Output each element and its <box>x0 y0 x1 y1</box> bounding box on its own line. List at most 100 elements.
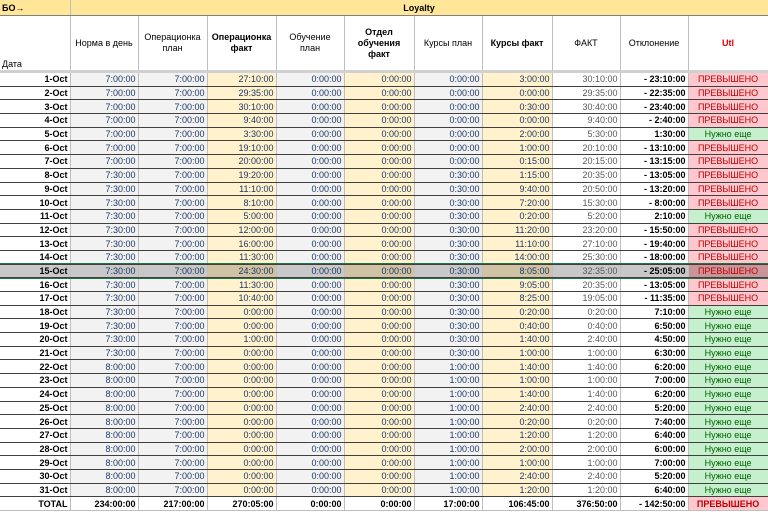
cell-op-fact[interactable]: 0:00:00 <box>207 455 277 470</box>
cell-date[interactable]: 9-Oct <box>0 182 71 197</box>
cell-date[interactable]: 30-Oct <box>0 469 71 484</box>
cell-utl[interactable]: Нужно еще <box>688 373 768 388</box>
cell-norm[interactable]: 8:00:00 <box>70 387 139 402</box>
cell-fact[interactable]: 15:30:00 <box>552 195 621 210</box>
cell-courses-fact[interactable]: 1:00:00 <box>482 346 553 361</box>
cell-op-plan[interactable]: 7:00:00 <box>138 387 208 402</box>
cell-op-fact[interactable]: 30:10:00 <box>207 99 277 115</box>
cell-courses-fact[interactable]: 1:40:00 <box>482 332 553 347</box>
cell-norm[interactable]: 7:30:00 <box>70 305 139 320</box>
cell-fact[interactable]: 20:50:00 <box>552 182 621 197</box>
cell-op-plan[interactable]: 7:00:00 <box>138 236 208 251</box>
cell-training-plan[interactable]: 0:00:00 <box>276 346 345 361</box>
cell-courses-fact[interactable]: 1:20:00 <box>482 483 553 498</box>
cell-fact[interactable]: 25:30:00 <box>552 250 621 265</box>
cell-utl[interactable]: Нужно еще <box>688 387 768 402</box>
cell-courses-plan[interactable]: 0:30:00 <box>414 195 483 210</box>
cell-training-plan[interactable]: 0:00:00 <box>276 86 345 101</box>
cell-utl[interactable]: ПРЕВЫШЕНО <box>688 99 768 115</box>
cell-training-plan[interactable]: 0:00:00 <box>276 264 345 279</box>
cell-training-plan[interactable]: 0:00:00 <box>276 277 345 292</box>
cell-courses-fact[interactable]: 2:40:00 <box>482 469 553 484</box>
cell-courses-plan[interactable]: 0:00:00 <box>414 99 483 115</box>
cell-deviation[interactable]: - 19:40:00 <box>620 236 689 251</box>
cell-courses-plan[interactable]: 1:00:00 <box>414 373 483 388</box>
cell-date[interactable]: 23-Oct <box>0 373 71 388</box>
cell-training-plan[interactable]: 0:00:00 <box>276 223 345 238</box>
cell-courses-plan[interactable]: 0:30:00 <box>414 291 483 306</box>
cell-training-plan[interactable]: 0:00:00 <box>276 414 345 429</box>
cell-fact[interactable]: 1:00:00 <box>552 373 621 388</box>
cell-training-plan[interactable]: 0:00:00 <box>276 455 345 470</box>
cell-courses-plan[interactable]: 1:00:00 <box>414 469 483 484</box>
cell-training-plan[interactable]: 0:00:00 <box>276 359 345 375</box>
cell-courses-fact[interactable]: 14:00:00 <box>482 250 553 265</box>
cell-courses-fact[interactable]: 0:20:00 <box>482 305 553 320</box>
cell-fact[interactable]: 23:20:00 <box>552 223 621 238</box>
cell-courses-fact[interactable]: 11:10:00 <box>482 236 553 251</box>
cell-training-fact[interactable]: 0:00:00 <box>344 277 415 292</box>
cell-norm[interactable]: 8:00:00 <box>70 414 139 429</box>
cell-fact[interactable]: 27:10:00 <box>552 236 621 251</box>
cell-op-plan[interactable]: 7:00:00 <box>138 414 208 429</box>
cell-courses-fact[interactable]: 1:15:00 <box>482 168 553 183</box>
cell-training-plan[interactable]: 0:00:00 <box>276 127 345 142</box>
cell-training-plan[interactable]: 0:00:00 <box>276 469 345 484</box>
cell-op-plan[interactable]: 7:00:00 <box>138 332 208 347</box>
cell-norm[interactable]: 7:30:00 <box>70 182 139 197</box>
cell-training-plan[interactable]: 0:00:00 <box>276 140 345 156</box>
cell-op-fact[interactable]: 0:00:00 <box>207 318 277 334</box>
cell-date[interactable]: 16-Oct <box>0 277 71 292</box>
header-utl[interactable]: Utl <box>688 15 768 73</box>
cell-deviation[interactable]: 4:50:00 <box>620 332 689 347</box>
cell-deviation[interactable]: 6:40:00 <box>620 483 689 498</box>
cell-deviation[interactable]: - 25:05:00 <box>620 264 689 279</box>
cell-utl[interactable]: ПРЕВЫШЕНО <box>688 291 768 306</box>
total-courses-plan[interactable]: 17:00:00 <box>414 496 483 512</box>
cell-op-plan[interactable]: 7:00:00 <box>138 305 208 320</box>
cell-date[interactable]: 4-Oct <box>0 113 71 128</box>
cell-norm[interactable]: 7:30:00 <box>70 318 139 334</box>
cell-courses-fact[interactable]: 0:20:00 <box>482 414 553 429</box>
cell-date[interactable]: 27-Oct <box>0 428 71 443</box>
cell-courses-fact[interactable]: 0:15:00 <box>482 154 553 169</box>
cell-op-fact[interactable]: 29:35:00 <box>207 86 277 101</box>
cell-courses-plan[interactable]: 1:00:00 <box>414 428 483 443</box>
cell-training-fact[interactable]: 0:00:00 <box>344 195 415 210</box>
cell-norm[interactable]: 7:30:00 <box>70 195 139 210</box>
cell-norm[interactable]: 8:00:00 <box>70 442 139 457</box>
cell-courses-plan[interactable]: 0:30:00 <box>414 264 483 279</box>
cell-fact[interactable]: 5:20:00 <box>552 209 621 224</box>
cell-training-fact[interactable]: 0:00:00 <box>344 99 415 115</box>
cell-courses-fact[interactable]: 11:20:00 <box>482 223 553 238</box>
cell-op-fact[interactable]: 16:00:00 <box>207 236 277 251</box>
total-date[interactable]: TOTAL <box>0 496 71 512</box>
cell-training-plan[interactable]: 0:00:00 <box>276 182 345 197</box>
cell-deviation[interactable]: - 13:05:00 <box>620 277 689 292</box>
cell-utl[interactable]: ПРЕВЫШЕНО <box>688 250 768 265</box>
cell-deviation[interactable]: - 13:15:00 <box>620 154 689 169</box>
total-norm[interactable]: 234:00:00 <box>70 496 139 512</box>
cell-op-plan[interactable]: 7:00:00 <box>138 127 208 142</box>
cell-courses-plan[interactable]: 0:30:00 <box>414 168 483 183</box>
cell-training-fact[interactable]: 0:00:00 <box>344 86 415 101</box>
cell-date[interactable]: 21-Oct <box>0 346 71 361</box>
cell-courses-fact[interactable]: 2:00:00 <box>482 127 553 142</box>
cell-training-plan[interactable]: 0:00:00 <box>276 99 345 115</box>
cell-training-fact[interactable]: 0:00:00 <box>344 373 415 388</box>
cell-op-plan[interactable]: 7:00:00 <box>138 428 208 443</box>
cell-op-plan[interactable]: 7:00:00 <box>138 195 208 210</box>
cell-fact[interactable]: 1:00:00 <box>552 455 621 470</box>
cell-norm[interactable]: 7:00:00 <box>70 113 139 128</box>
cell-training-plan[interactable]: 0:00:00 <box>276 168 345 183</box>
cell-norm[interactable]: 7:30:00 <box>70 168 139 183</box>
cell-deviation[interactable]: 5:20:00 <box>620 469 689 484</box>
cell-fact[interactable]: 20:35:00 <box>552 277 621 292</box>
cell-op-fact[interactable]: 11:30:00 <box>207 250 277 265</box>
cell-deviation[interactable]: 6:20:00 <box>620 387 689 402</box>
cell-date[interactable]: 12-Oct <box>0 223 71 238</box>
cell-op-fact[interactable]: 0:00:00 <box>207 483 277 498</box>
cell-norm[interactable]: 7:30:00 <box>70 209 139 224</box>
cell-norm[interactable]: 7:30:00 <box>70 223 139 238</box>
cell-norm[interactable]: 7:00:00 <box>70 86 139 101</box>
